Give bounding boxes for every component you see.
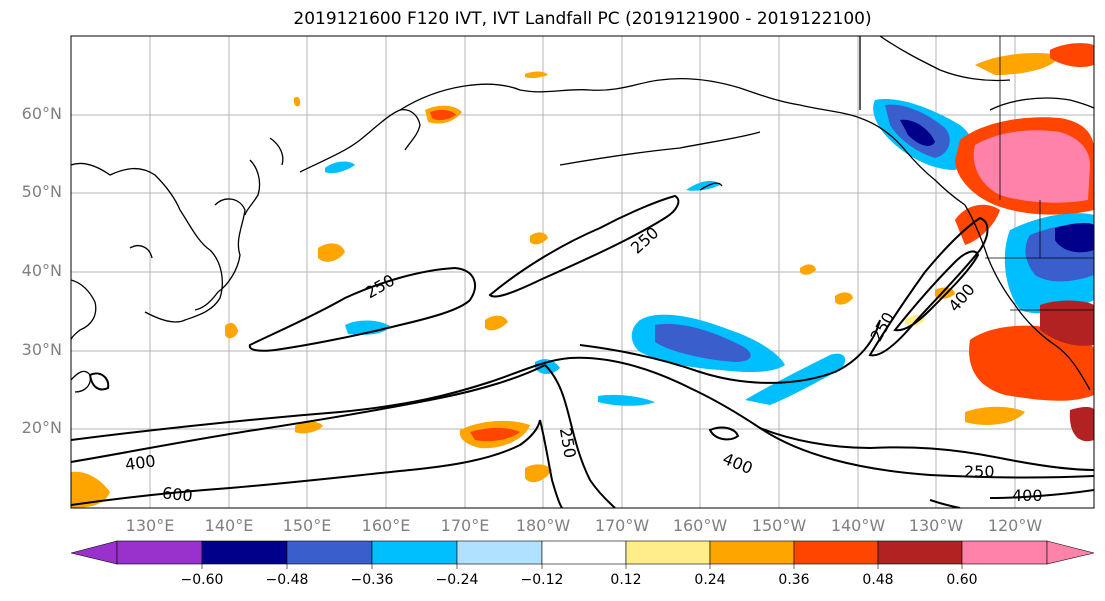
ivt-contours: [71, 194, 1094, 508]
lon-label: 150°E: [282, 516, 332, 535]
colorbar-tick-label: 0.12: [610, 572, 642, 588]
lat-label: 60°N: [21, 104, 62, 123]
lon-label: 150°W: [751, 516, 807, 535]
borders: [985, 36, 1094, 311]
plot-frame: [70, 35, 1095, 509]
colorbar-bin: [286, 540, 373, 565]
lon-label: 140°E: [204, 516, 254, 535]
lat-label: 40°N: [21, 261, 62, 280]
colorbar-bin: [371, 540, 458, 565]
colorbar-extend-high: [1046, 540, 1095, 565]
coastlines: [71, 36, 1094, 393]
lon-label: 120°W: [987, 516, 1043, 535]
colorbar-bin: [709, 540, 795, 565]
lon-label: 170°W: [594, 516, 650, 535]
colorbar-bin: [456, 540, 543, 565]
colorbar-tick-label: 0.24: [694, 572, 726, 588]
contour-label: 250: [362, 271, 398, 303]
colorbar-tick-label: −0.24: [435, 572, 479, 588]
contour-label: 600: [161, 483, 193, 505]
lat-label: 50°N: [21, 182, 62, 201]
negative-anomaly-shading: [325, 99, 1094, 406]
lon-label: 170°E: [440, 516, 490, 535]
contour-label: 400: [124, 451, 157, 474]
colorbar-extend-low: [70, 540, 118, 565]
colorbar: [70, 540, 1095, 569]
colorbar-tick-label: −0.48: [265, 572, 309, 588]
colorbar-bin: [877, 540, 963, 565]
contour-250-west: [248, 266, 476, 352]
colorbar-bin: [625, 540, 711, 565]
colorbar-tick-label: −0.36: [350, 572, 394, 588]
contour-label: 400: [1012, 486, 1043, 505]
lon-label: 130°E: [125, 516, 175, 535]
colorbar-tick-label: 0.48: [862, 572, 894, 588]
colorbar-tick-label: −0.60: [180, 572, 224, 588]
contour-400-south: [71, 356, 1094, 479]
lon-label: 160°E: [361, 516, 411, 535]
colorbar-bin: [961, 540, 1048, 565]
colorbar-bin: [793, 540, 879, 565]
colorbar-tick-label: −0.12: [520, 572, 564, 588]
colorbar-bin: [541, 540, 627, 565]
contour-400-east: [893, 250, 980, 332]
colorbar-bin: [201, 540, 288, 565]
lon-label: 130°W: [908, 516, 964, 535]
map-title: 2019121600 F120 IVT, IVT Landfall PC (20…: [293, 9, 872, 29]
contour-label: 250: [556, 426, 580, 459]
contour-250-central: [488, 194, 680, 298]
contour-label: 400: [720, 449, 755, 478]
colorbar-tick-label: 0.36: [778, 572, 810, 588]
lat-label: 20°N: [21, 418, 62, 437]
colorbar-tick-label: 0.60: [946, 572, 978, 588]
lon-label: 180°W: [515, 516, 571, 535]
contour-label: 250: [964, 462, 995, 481]
lon-label: 160°W: [672, 516, 728, 535]
lon-label: 140°W: [830, 516, 886, 535]
gridlines: [71, 36, 1094, 508]
contour-label: 250: [627, 223, 662, 258]
lat-label: 30°N: [21, 340, 62, 359]
colorbar-bin: [116, 540, 203, 565]
